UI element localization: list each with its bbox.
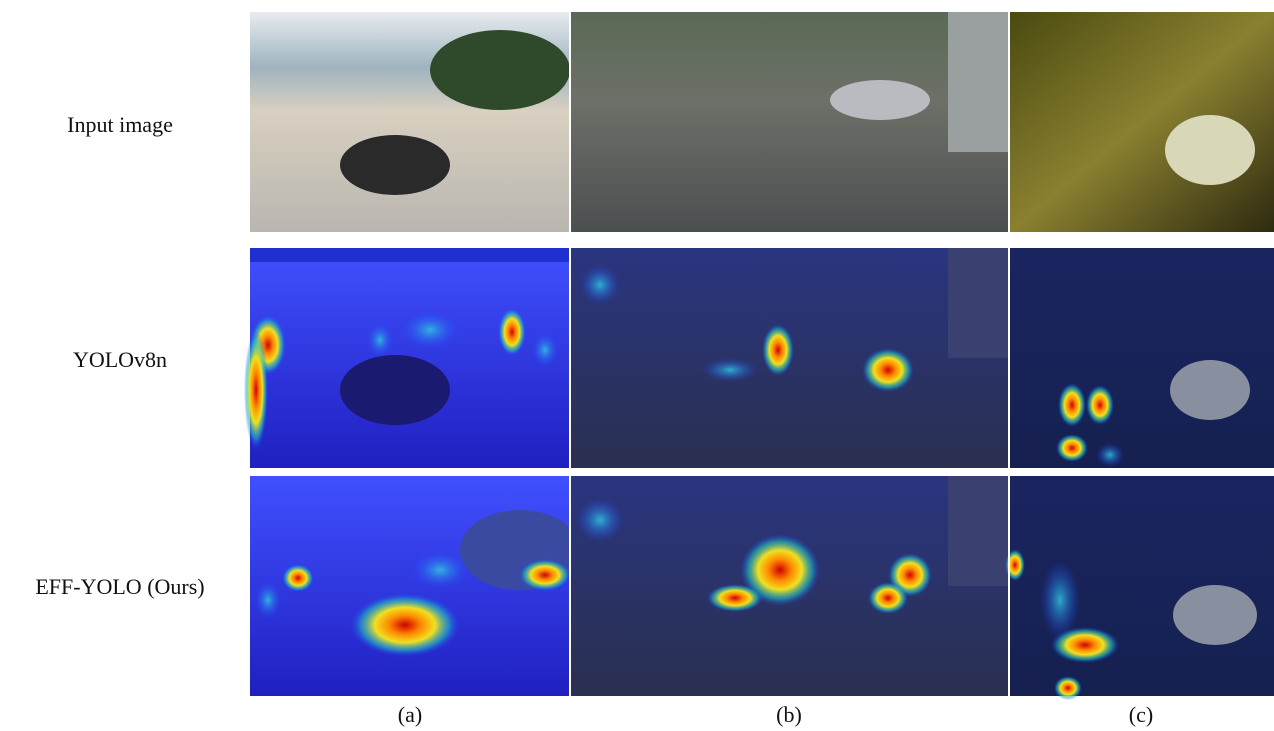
column-label: (b) [739,702,839,728]
figure: Input image YOLOv8n EFF-YOLO (Ours) (a) … [0,0,1274,731]
column-label: (a) [360,702,460,728]
row-label: EFF-YOLO (Ours) [0,574,240,600]
row-label: Input image [0,112,240,138]
column-label: (c) [1091,702,1191,728]
row-label: YOLOv8n [0,347,240,373]
